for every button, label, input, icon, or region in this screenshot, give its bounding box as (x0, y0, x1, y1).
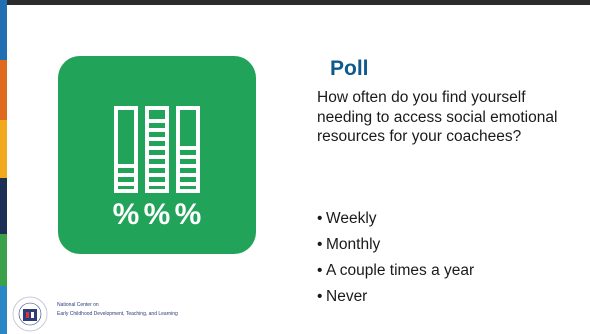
poll-option-label: A couple times a year (326, 262, 475, 279)
poll-option-label: Never (326, 288, 368, 305)
footer-line-2: Early Childhood Development, Teaching, a… (57, 311, 178, 317)
poll-option: • Weekly (317, 206, 474, 232)
poll-icon: % % % (58, 56, 256, 254)
head-start-seal-icon (12, 296, 48, 332)
percent-symbol: % (113, 198, 140, 231)
bullet-icon: • (317, 262, 323, 279)
bullet-icon: • (317, 288, 323, 305)
footer-org-name: National Center on Early Childhood Devel… (57, 301, 178, 319)
bullet-icon: • (317, 236, 323, 253)
poll-question: How often do you find yourself needing t… (317, 89, 558, 145)
slide-title: Poll (330, 57, 369, 80)
poll-bars-graphic: % % % (113, 106, 202, 231)
poll-option-label: Monthly (326, 236, 381, 253)
poll-options-list: • Weekly • Monthly • A couple times a year … (317, 206, 474, 310)
poll-option: • Monthly (317, 232, 474, 258)
poll-option: • A couple times a year (317, 258, 474, 284)
percent-symbol: % (144, 198, 171, 231)
poll-option: • Never (317, 284, 474, 310)
percent-symbol: % (175, 198, 202, 231)
bullet-icon: • (317, 210, 323, 227)
accent-stripe (0, 0, 7, 334)
poll-option-label: Weekly (326, 210, 377, 227)
slide-top-border (0, 0, 590, 5)
footer-line-1: National Center on (57, 302, 99, 308)
